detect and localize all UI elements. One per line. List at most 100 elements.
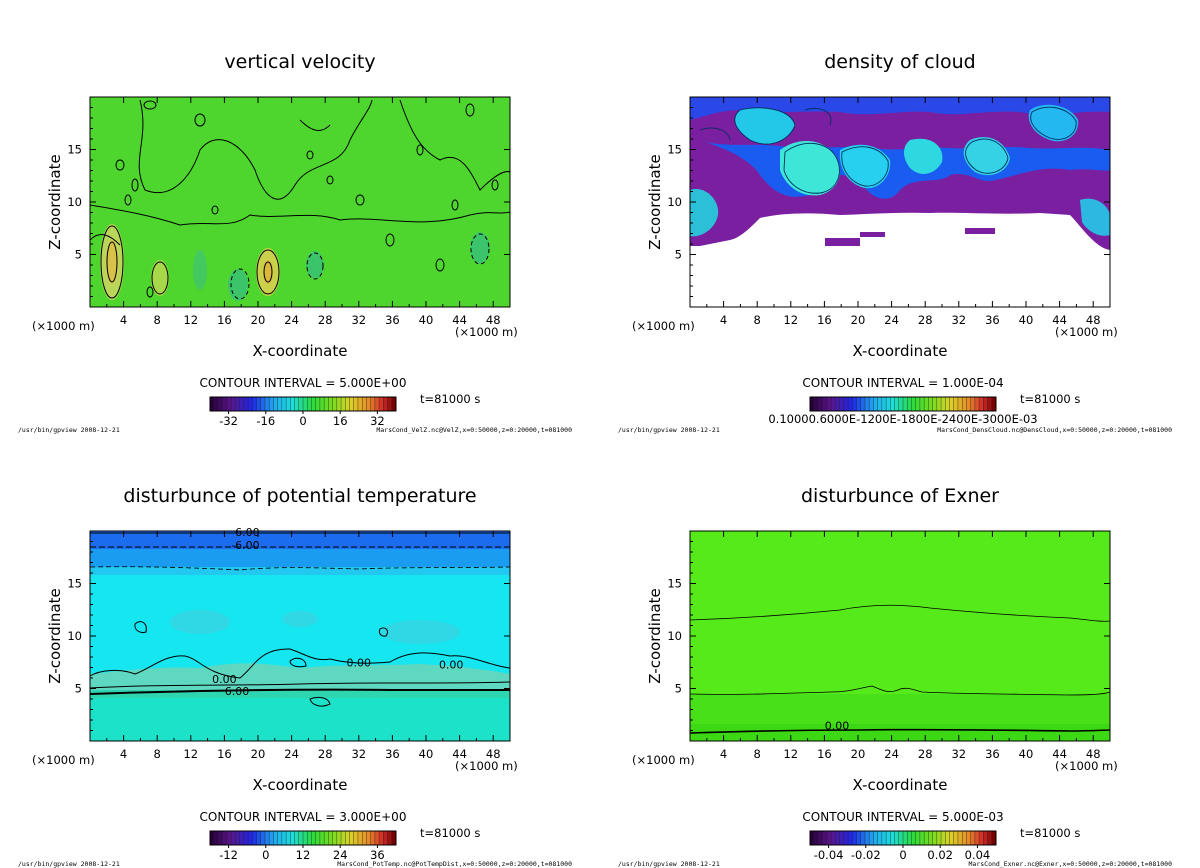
colorbar-segment: [848, 397, 853, 411]
colorbar-segment: [898, 397, 904, 411]
colorbar-segment: [970, 397, 976, 411]
colorbar-segment: [966, 397, 972, 411]
colorbar-segment: [218, 397, 224, 411]
x-tick-label: 36: [985, 747, 1000, 761]
colorbar-segment: [894, 831, 900, 845]
colorbar-segment: [818, 831, 824, 845]
footer-right: MarsCond_DensCloud.nc@DensCloud,x=0:5000…: [937, 426, 1172, 434]
x-tick-label: 32: [351, 313, 366, 327]
time-label: t=81000 s: [1020, 392, 1080, 406]
colorbar-segment: [260, 831, 266, 845]
colorbar-segment: [953, 831, 959, 845]
x-tick-label: 32: [951, 313, 966, 327]
colorbar-segment: [839, 831, 845, 845]
colorbar: [209, 396, 397, 412]
colorbar-segment: [881, 831, 887, 845]
footer-left: /usr/bin/gpview 2008-12-21: [18, 426, 120, 434]
x-tick-label: 8: [154, 747, 161, 761]
colorbar-segment: [235, 397, 240, 411]
x-tick-label: 12: [783, 747, 798, 761]
colorbar-segment: [814, 397, 819, 411]
x-unit-label: (×1000 m): [32, 753, 95, 767]
colorbar-segment: [903, 831, 908, 845]
x-tick-label: 16: [817, 747, 832, 761]
colorbar-segment: [319, 831, 325, 845]
colorbar-segment: [311, 397, 317, 411]
colorbar-segment: [332, 397, 338, 411]
colorbar-segment: [957, 831, 963, 845]
colorbar-segment: [303, 831, 308, 845]
colorbar-segment: [218, 831, 224, 845]
colorbar: [209, 830, 397, 846]
colorbar-segment: [843, 831, 849, 845]
colorbar-tick-label: 0.04: [965, 848, 991, 862]
colorbar-segment: [903, 397, 908, 411]
colorbar-segment: [345, 397, 350, 411]
footer-right: MarsCond_VelZ.nc@VelZ,x=0:50000,z=0:2000…: [376, 426, 572, 434]
colorbar-segment: [328, 397, 333, 411]
y-tick-label: 15: [667, 143, 682, 157]
x-unit-label: (×1000 m): [632, 319, 695, 333]
colorbar-segment: [362, 831, 367, 845]
colorbar-segment: [307, 831, 312, 845]
colorbar-segment: [357, 397, 363, 411]
x-tick-label: 20: [851, 313, 866, 327]
chart-title: vertical velocity: [224, 51, 375, 73]
colorbar-segment: [336, 397, 342, 411]
contour-label: 0.00: [212, 673, 237, 686]
colorbar-segment: [290, 831, 295, 845]
colorbar-segment: [277, 831, 283, 845]
colorbar-segment: [315, 831, 321, 845]
x-tick-label: 48: [1086, 747, 1101, 761]
colorbar-segment: [987, 397, 993, 411]
colorbar-segment: [945, 397, 950, 411]
x-unit-label: (×1000 m): [32, 319, 95, 333]
colorbar-segment: [243, 831, 249, 845]
colorbar-segment: [936, 831, 942, 845]
z-unit-label: (×1000 m): [455, 759, 518, 773]
colorbar-segment: [877, 831, 883, 845]
y-axis-label: Z-coordinate: [46, 588, 64, 683]
colorbar-tick-label: 0.02: [927, 848, 953, 862]
y-tick-label: 5: [75, 248, 82, 262]
colorbar-segment: [298, 831, 304, 845]
panel-vertical-velocity: vertical velocity: [0, 0, 600, 434]
colorbar-tick-label: -12: [219, 848, 238, 862]
colorbar-segment: [362, 397, 367, 411]
y-tick-label: 5: [75, 682, 82, 696]
y-tick-label: 15: [667, 577, 682, 591]
x-tick-label: 4: [120, 313, 127, 327]
x-tick-label: 8: [754, 747, 761, 761]
colorbar-segment: [919, 397, 925, 411]
footer-right: MarsCond_Exner.nc@Exner,x=0:50000,z=0:20…: [969, 860, 1173, 868]
colorbar-segment: [264, 397, 270, 411]
colorbar-segment: [374, 831, 380, 845]
colorbar-segment: [273, 397, 279, 411]
field-blobs: [690, 97, 1110, 250]
colorbar-tick-label: -0.04: [814, 848, 844, 862]
colorbar-tick-label: 0: [899, 848, 906, 862]
colorbar-segment: [941, 831, 946, 845]
chart-vertical-velocity: vertical velocity: [18, 51, 572, 434]
colorbar-segment: [269, 397, 274, 411]
colorbar-segment: [856, 831, 862, 845]
contour-lines: [89, 99, 511, 300]
colorbar-segment: [945, 831, 950, 845]
colorbar-segment: [239, 831, 245, 845]
colorbar-segment: [924, 831, 929, 845]
colorbar-segment: [932, 397, 938, 411]
x-tick-label: 20: [851, 747, 866, 761]
colorbar-segment: [210, 831, 215, 845]
colorbar-segment: [839, 397, 845, 411]
x-unit-label: (×1000 m): [632, 753, 695, 767]
x-tick-label: 20: [251, 313, 266, 327]
x-tick-label: 36: [385, 747, 400, 761]
x-tick-label: 16: [817, 313, 832, 327]
time-label: t=81000 s: [1020, 826, 1080, 840]
colorbar-segment: [383, 397, 388, 411]
colorbar-segment: [243, 397, 249, 411]
time-label: t=81000 s: [420, 826, 480, 840]
y-axis-label: Z-coordinate: [646, 588, 664, 683]
contour-label-group: -6.00-6.000.00 0.000.006.00: [212, 526, 463, 698]
